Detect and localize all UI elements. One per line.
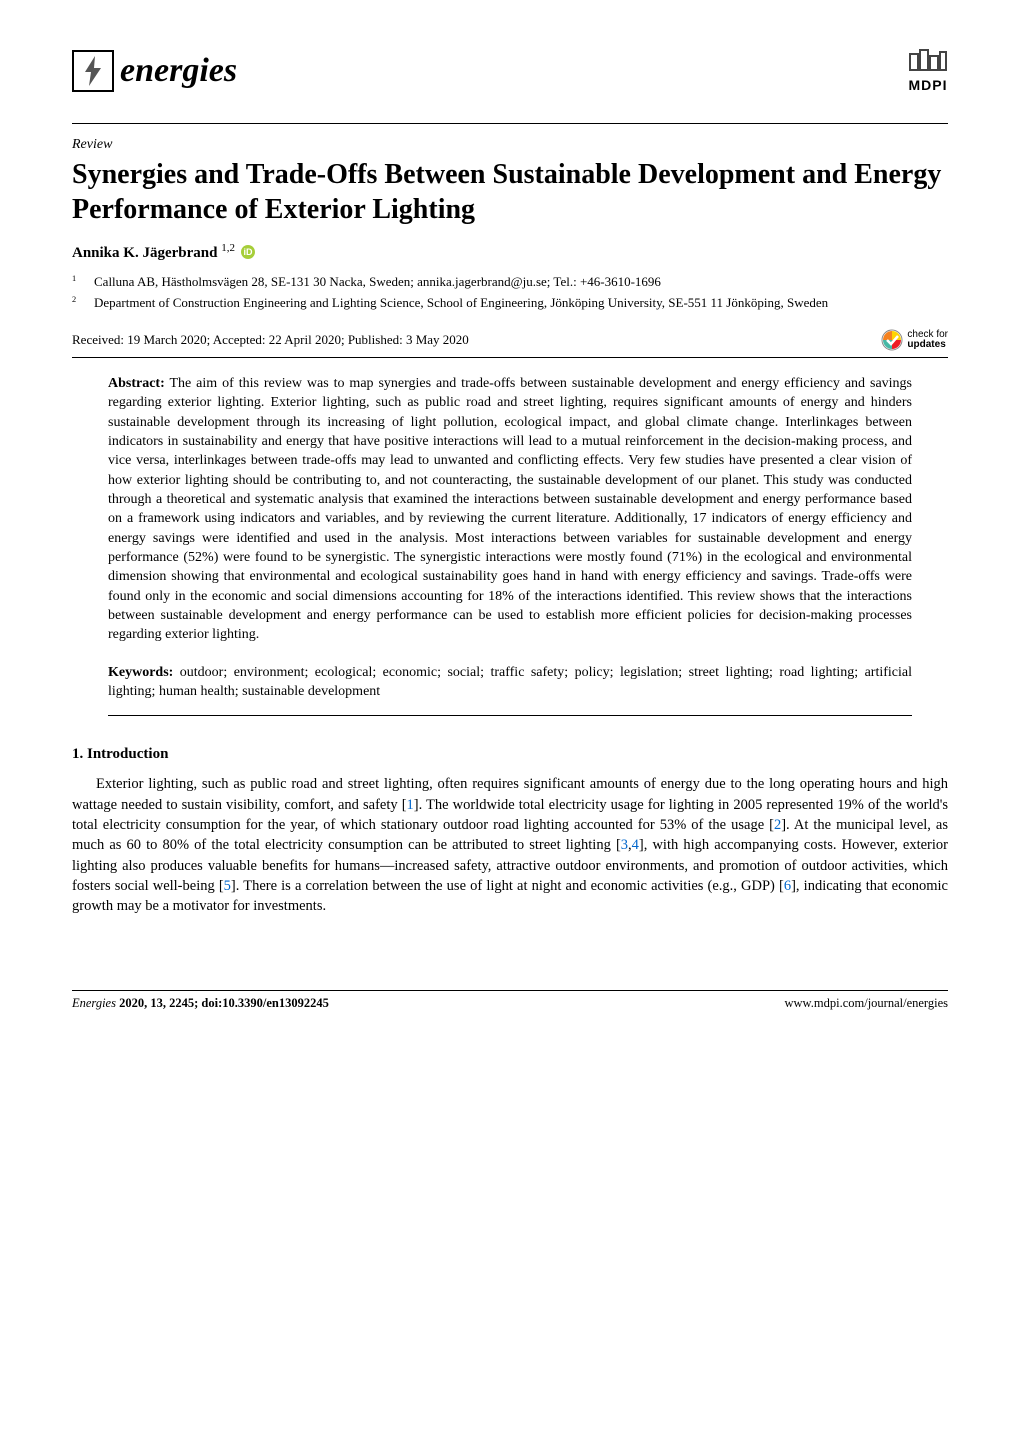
dates-rule — [72, 357, 948, 358]
footer-right: www.mdpi.com/journal/energies — [784, 995, 948, 1012]
keywords-rule — [108, 715, 912, 716]
affiliation: 2 Department of Construction Engineering… — [72, 294, 948, 312]
footer-left: Energies 2020, 13, 2245; doi:10.3390/en1… — [72, 995, 329, 1012]
affiliations-block: 1 Calluna AB, Hästholmsvägen 28, SE-131 … — [72, 273, 948, 311]
citation-link[interactable]: 6 — [784, 878, 791, 894]
keywords-block: Keywords: outdoor; environment; ecologic… — [72, 663, 948, 702]
author-name: Annika K. Jägerbrand — [72, 245, 217, 261]
lightning-bolt-icon — [72, 50, 114, 92]
intro-paragraph: Exterior lighting, such as public road a… — [72, 774, 948, 916]
author-affil-superscript: 1,2 — [221, 242, 235, 254]
footer-journal-name: Energies — [72, 996, 116, 1010]
abstract-label: Abstract: — [108, 376, 165, 391]
article-type: Review — [72, 136, 948, 155]
abstract-text: The aim of this review was to map synerg… — [108, 376, 912, 642]
page-footer: Energies 2020, 13, 2245; doi:10.3390/en1… — [72, 990, 948, 1012]
journal-logo: energies — [72, 48, 237, 94]
section-heading-introduction: 1. Introduction — [72, 744, 948, 764]
affiliation-number: 1 — [72, 274, 76, 283]
journal-name: energies — [120, 48, 237, 94]
journal-url-link[interactable]: www.mdpi.com/journal/energies — [784, 996, 948, 1010]
crossmark-icon — [881, 329, 903, 351]
check-for-updates-badge[interactable]: check for updates — [881, 329, 948, 351]
check-updates-text: check for updates — [907, 330, 948, 351]
article-dates: Received: 19 March 2020; Accepted: 22 Ap… — [72, 331, 469, 349]
page-header: energies MDPI — [72, 48, 948, 95]
citation-link[interactable]: 1 — [407, 797, 414, 813]
svg-text:iD: iD — [243, 247, 253, 257]
affiliation-number: 2 — [72, 295, 76, 304]
affiliation-text: Calluna AB, Hästholmsvägen 28, SE-131 30… — [94, 273, 661, 291]
publisher-name: MDPI — [909, 76, 948, 95]
footer-issue-doi: 2020, 13, 2245; doi:10.3390/en13092245 — [116, 996, 329, 1010]
header-rule — [72, 123, 948, 124]
affiliation: 1 Calluna AB, Hästholmsvägen 28, SE-131 … — [72, 273, 948, 291]
citation-link[interactable]: 4 — [632, 837, 639, 853]
abstract-block: Abstract: The aim of this review was to … — [72, 374, 948, 644]
citation-link[interactable]: 3 — [621, 837, 628, 853]
article-title: Synergies and Trade-Offs Between Sustain… — [72, 157, 948, 227]
publisher-logo: MDPI — [908, 48, 948, 95]
citation-link[interactable]: 5 — [224, 878, 231, 894]
mdpi-mark-icon — [908, 48, 948, 74]
author-line: Annika K. Jägerbrand 1,2 iD — [72, 241, 948, 263]
dates-row: Received: 19 March 2020; Accepted: 22 Ap… — [72, 329, 948, 351]
affiliation-text: Department of Construction Engineering a… — [94, 294, 828, 312]
keywords-label: Keywords: — [108, 665, 173, 680]
keywords-text: outdoor; environment; ecological; econom… — [108, 665, 912, 699]
orcid-icon[interactable]: iD — [241, 245, 255, 259]
